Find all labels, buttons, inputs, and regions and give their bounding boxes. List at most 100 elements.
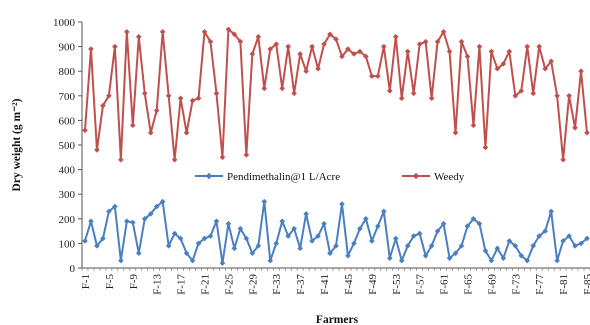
data-point — [524, 257, 531, 264]
data-point — [249, 250, 256, 257]
data-point — [124, 218, 130, 225]
series-group — [82, 26, 590, 266]
data-point — [225, 26, 232, 33]
data-point — [315, 65, 321, 72]
data-point — [213, 218, 220, 225]
x-tick-label: F-13 — [152, 274, 164, 295]
data-point — [112, 203, 118, 210]
data-point — [369, 238, 375, 244]
data-point — [82, 127, 88, 134]
data-point — [237, 225, 244, 232]
data-point — [100, 102, 106, 109]
data-point — [428, 95, 435, 102]
data-point — [548, 208, 554, 215]
data-point — [189, 97, 196, 104]
x-tick-label: F-29 — [247, 274, 259, 295]
data-point — [339, 53, 345, 60]
y-tick-label: 700 — [59, 91, 76, 103]
data-point — [512, 243, 519, 249]
data-point — [494, 245, 501, 252]
x-axis-title: Farmers — [316, 314, 359, 325]
x-tick-label: F-45 — [343, 274, 355, 295]
data-point — [124, 29, 130, 35]
data-point — [261, 85, 268, 92]
data-point — [416, 230, 423, 237]
data-point — [165, 243, 172, 249]
data-point — [458, 38, 465, 45]
data-point — [255, 33, 262, 40]
data-point — [452, 250, 459, 257]
data-point — [554, 93, 560, 99]
series-pendimethalin — [82, 198, 590, 266]
data-point — [207, 38, 214, 45]
data-point — [357, 48, 363, 55]
data-point — [572, 243, 578, 249]
data-point — [273, 41, 280, 47]
data-point — [440, 220, 447, 227]
data-point — [88, 218, 94, 225]
data-point — [94, 243, 100, 249]
data-point — [94, 147, 100, 153]
data-point — [303, 211, 309, 217]
data-point — [518, 88, 525, 94]
x-tick-label: F-41 — [319, 274, 331, 295]
data-point — [135, 250, 142, 257]
x-tick-label: F-21 — [200, 274, 212, 295]
data-point — [309, 238, 315, 244]
data-point — [518, 252, 525, 259]
data-point — [141, 90, 148, 97]
data-point — [363, 53, 369, 60]
data-point — [536, 43, 542, 50]
data-point — [231, 31, 238, 38]
data-point — [381, 208, 387, 215]
data-point — [422, 252, 429, 259]
data-point — [177, 235, 184, 242]
data-point — [147, 211, 154, 217]
data-point — [398, 95, 405, 102]
data-point — [112, 43, 118, 50]
data-point — [297, 245, 303, 252]
y-tick-label: 100 — [59, 238, 76, 250]
data-point — [267, 46, 274, 52]
data-point — [189, 257, 196, 264]
x-tick-label: F-65 — [462, 274, 474, 295]
data-point — [88, 46, 94, 52]
data-point — [153, 107, 160, 114]
data-point — [249, 51, 256, 57]
data-point — [327, 31, 333, 38]
data-point — [106, 208, 112, 215]
y-tick-label: 200 — [59, 214, 76, 226]
data-point — [375, 223, 381, 229]
series-weedy — [82, 26, 590, 163]
y-tick-label: 400 — [59, 165, 76, 177]
data-point — [333, 36, 339, 43]
data-point — [434, 38, 441, 45]
data-point — [225, 220, 232, 227]
data-point — [375, 73, 381, 79]
data-point — [100, 235, 106, 242]
y-tick-label: 500 — [59, 140, 76, 152]
x-tick-label: F-1 — [80, 274, 92, 289]
data-point — [381, 43, 387, 50]
data-point — [171, 156, 178, 163]
x-tick-label: F-9 — [128, 274, 140, 290]
data-point — [536, 233, 542, 239]
legend-marker — [205, 172, 213, 180]
data-point — [386, 88, 393, 94]
data-point — [82, 238, 88, 244]
data-point — [548, 58, 554, 65]
data-point — [135, 33, 142, 40]
data-point — [500, 255, 507, 261]
data-point — [243, 152, 250, 158]
data-point — [554, 257, 560, 264]
data-point — [506, 48, 513, 55]
data-point — [470, 216, 477, 222]
data-point — [369, 73, 375, 79]
data-point — [243, 235, 250, 242]
data-point — [386, 255, 393, 261]
data-point — [416, 41, 423, 47]
x-tick-label: F-77 — [534, 274, 546, 295]
y-axis-title: Dry weight (g m⁻²) — [11, 98, 23, 191]
